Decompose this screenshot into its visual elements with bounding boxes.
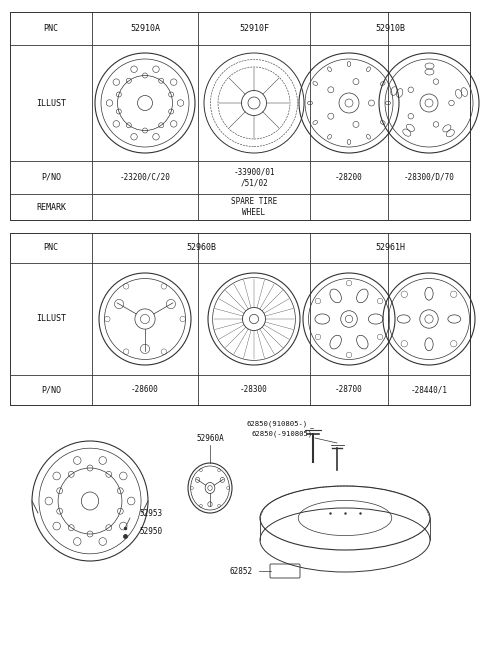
Bar: [10, 12, 470, 220]
Text: 52910B: 52910B: [375, 24, 405, 33]
Text: -28700: -28700: [335, 386, 363, 394]
Text: -33900/01
/51/02: -33900/01 /51/02: [233, 168, 275, 187]
Text: 52960A: 52960A: [196, 434, 224, 443]
Text: 52910A: 52910A: [130, 24, 160, 33]
Text: ILLUST: ILLUST: [36, 315, 66, 323]
Text: -28440/1: -28440/1: [410, 386, 447, 394]
Text: PNC: PNC: [44, 24, 59, 33]
Text: PNC: PNC: [44, 244, 59, 252]
Text: REMARK: REMARK: [36, 202, 66, 212]
Text: P/NO: P/NO: [41, 173, 61, 182]
Text: P/NO: P/NO: [41, 386, 61, 394]
Text: 52953: 52953: [139, 509, 163, 518]
Text: 52910F: 52910F: [239, 24, 269, 33]
Text: -28300: -28300: [240, 386, 268, 394]
Text: 52960B: 52960B: [186, 244, 216, 252]
Text: -28600: -28600: [131, 386, 159, 394]
Text: 62852: 62852: [229, 566, 252, 576]
Bar: [10, 233, 470, 405]
Text: SPARE TIRE
WHEEL: SPARE TIRE WHEEL: [231, 197, 277, 217]
Text: -28200: -28200: [335, 173, 363, 182]
Text: -28300/D/70: -28300/D/70: [404, 173, 455, 182]
Text: 62850(910805-): 62850(910805-): [247, 420, 308, 427]
Text: -23200/C/20: -23200/C/20: [120, 173, 170, 182]
Text: 52961H: 52961H: [375, 244, 405, 252]
Text: 62850(-910805): 62850(-910805): [252, 431, 313, 438]
Text: ILLUST: ILLUST: [36, 99, 66, 108]
Text: 52950: 52950: [139, 528, 163, 537]
